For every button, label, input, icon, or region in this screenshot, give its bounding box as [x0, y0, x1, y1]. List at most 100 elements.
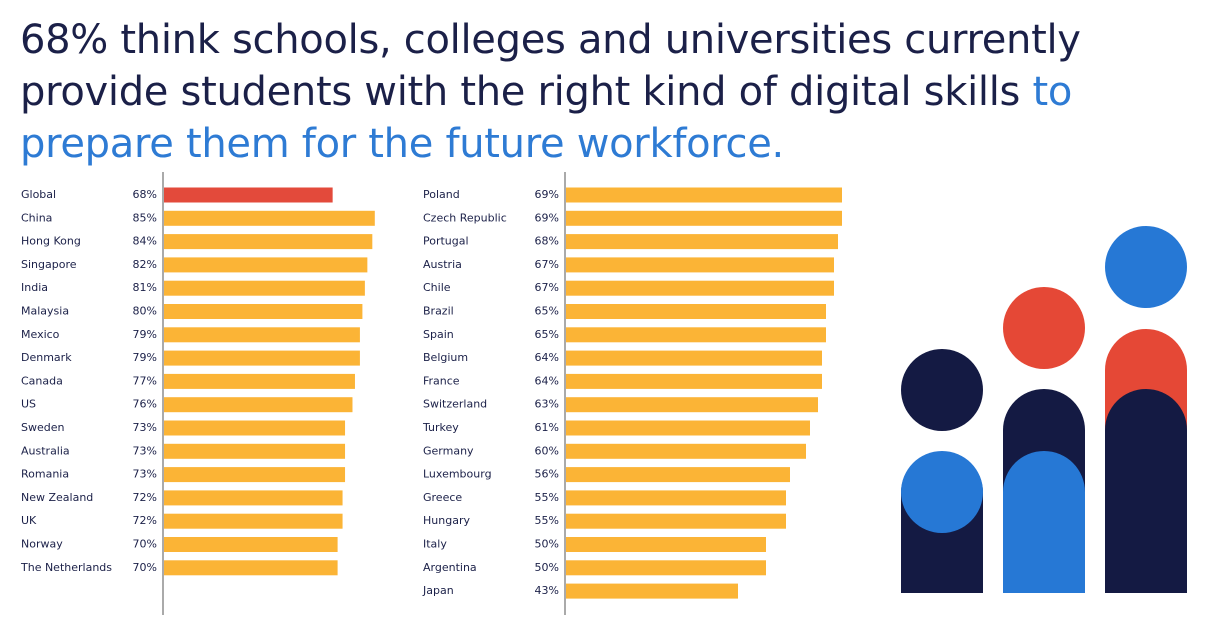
- value-label: 68%: [133, 188, 157, 201]
- category-label: India: [21, 281, 48, 294]
- value-label: 80%: [133, 305, 157, 318]
- value-label: 68%: [535, 235, 559, 248]
- bar: [566, 257, 834, 273]
- value-label: 64%: [535, 351, 559, 364]
- bar: [164, 513, 343, 529]
- category-label: Luxembourg: [423, 468, 492, 481]
- value-label: 65%: [535, 305, 559, 318]
- category-label: Argentina: [423, 561, 477, 574]
- bar: [566, 210, 842, 226]
- category-label: Austria: [423, 258, 462, 271]
- bar: [566, 373, 822, 389]
- value-label: 67%: [535, 258, 559, 271]
- bar: [164, 210, 375, 226]
- headline-highlight: to prepare them for the future workforce…: [20, 69, 1073, 167]
- category-label: Poland: [423, 188, 460, 201]
- bar: [566, 490, 786, 506]
- category-label: Hungary: [423, 514, 470, 527]
- bar: [566, 420, 810, 436]
- category-label: Belgium: [423, 351, 468, 364]
- category-label: Germany: [423, 444, 474, 457]
- category-label: Greece: [423, 491, 462, 504]
- value-label: 79%: [133, 351, 157, 364]
- value-label: 72%: [133, 514, 157, 527]
- category-label: Australia: [21, 444, 70, 457]
- category-label: Turkey: [422, 421, 459, 434]
- bar: [164, 537, 338, 552]
- value-label: 70%: [133, 561, 157, 574]
- value-label: 81%: [133, 281, 157, 294]
- bar: [164, 187, 333, 203]
- person-left-overlay: [901, 451, 983, 533]
- value-label: 70%: [133, 538, 157, 551]
- bar: [566, 443, 806, 459]
- bar-chart-1: Global 68% China 85% Hong Kong 84% Singapore 82…: [20, 172, 375, 615]
- bar: [164, 350, 360, 366]
- value-label: 56%: [535, 468, 559, 481]
- value-label: 77%: [133, 374, 157, 387]
- category-label: France: [423, 374, 460, 387]
- headline: 68% think schools, colleges and universi…: [20, 14, 1220, 170]
- category-label: Chile: [423, 281, 451, 294]
- value-label: 50%: [535, 538, 559, 551]
- bar: [164, 234, 373, 250]
- bar: [164, 257, 368, 273]
- bar: [566, 397, 818, 413]
- category-label: Brazil: [423, 305, 454, 318]
- value-label: 73%: [133, 468, 157, 481]
- category-label: Denmark: [21, 351, 72, 364]
- person-right-head: [1105, 226, 1187, 308]
- value-label: 84%: [133, 235, 157, 248]
- bar: [164, 560, 338, 576]
- bar: [164, 490, 343, 506]
- category-label: Canada: [21, 374, 63, 387]
- category-label: Malaysia: [21, 305, 69, 318]
- category-label: Singapore: [21, 258, 77, 271]
- bar: [566, 560, 766, 576]
- value-label: 76%: [133, 398, 157, 411]
- category-label: Romania: [21, 468, 69, 481]
- value-label: 69%: [535, 188, 559, 201]
- category-label: New Zealand: [21, 491, 93, 504]
- category-label: Czech Republic: [423, 211, 507, 224]
- value-label: 69%: [535, 211, 559, 224]
- category-label: UK: [21, 514, 37, 527]
- category-label: Norway: [21, 538, 63, 551]
- bar: [566, 187, 842, 203]
- bar: [566, 304, 826, 319]
- value-label: 55%: [535, 514, 559, 527]
- value-label: 73%: [133, 444, 157, 457]
- value-label: 72%: [133, 491, 157, 504]
- bar: [566, 280, 834, 296]
- value-label: 67%: [535, 281, 559, 294]
- category-label: Switzerland: [423, 398, 487, 411]
- value-label: 64%: [535, 374, 559, 387]
- category-label: Global: [21, 188, 56, 201]
- bar: [164, 373, 355, 389]
- bar: [164, 304, 363, 319]
- bar: [164, 443, 346, 459]
- value-label: 85%: [133, 211, 157, 224]
- bar: [566, 234, 838, 250]
- category-label: Spain: [423, 328, 454, 341]
- category-label: Mexico: [21, 328, 60, 341]
- value-label: 43%: [535, 584, 559, 597]
- value-label: 82%: [133, 258, 157, 271]
- value-label: 61%: [535, 421, 559, 434]
- value-label: 50%: [535, 561, 559, 574]
- person-middle-front: [1003, 451, 1085, 593]
- bar: [164, 467, 346, 483]
- category-label: Sweden: [21, 421, 64, 434]
- bar: [164, 280, 365, 296]
- category-label: China: [21, 211, 52, 224]
- bar: [566, 467, 790, 483]
- person-left-head: [901, 349, 983, 431]
- category-label: Portugal: [423, 235, 469, 248]
- category-label: Japan: [422, 584, 454, 597]
- category-label: Italy: [423, 538, 447, 551]
- people-group-icon: [901, 226, 1187, 593]
- category-label: Hong Kong: [21, 235, 81, 248]
- category-label: US: [21, 398, 36, 411]
- bar: [566, 537, 766, 552]
